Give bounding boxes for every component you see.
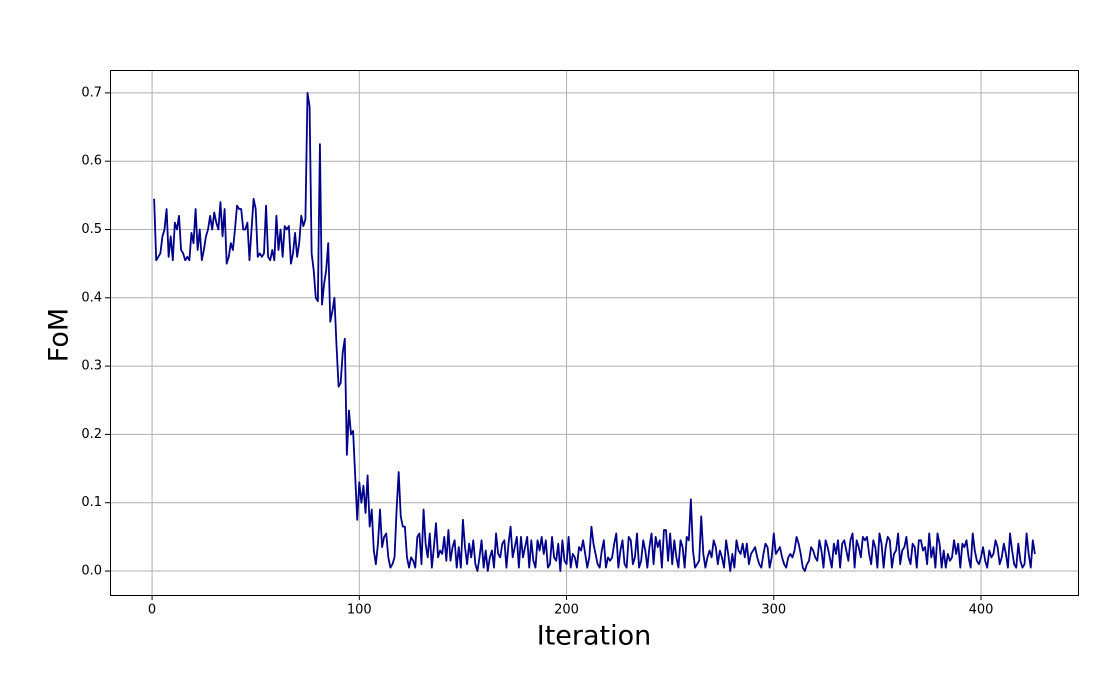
y-tick-label: 0.0 [81, 564, 102, 579]
y-tick-label: 0.6 [81, 154, 102, 169]
grid [110, 70, 1078, 595]
x-tick-label: 400 [969, 603, 994, 618]
plot [153, 91, 1036, 572]
y-tick-label: 0.3 [81, 359, 102, 374]
data-line [153, 91, 1036, 572]
y-tick-label: 0.7 [81, 85, 102, 100]
x-tick-label: 100 [347, 603, 372, 618]
y-axis-label: FoM [44, 308, 75, 362]
plot-frame [110, 70, 1079, 596]
y-tick-label: 0.1 [81, 495, 102, 510]
x-tick-label: 0 [148, 603, 156, 618]
x-axis-label: Iteration [537, 621, 652, 652]
y-tick-label: 0.2 [81, 427, 102, 442]
x-tick-label: 200 [554, 603, 579, 618]
y-tick-label: 0.4 [81, 290, 102, 305]
x-tick-label: 300 [761, 603, 786, 618]
y-tick-label: 0.5 [81, 222, 102, 237]
